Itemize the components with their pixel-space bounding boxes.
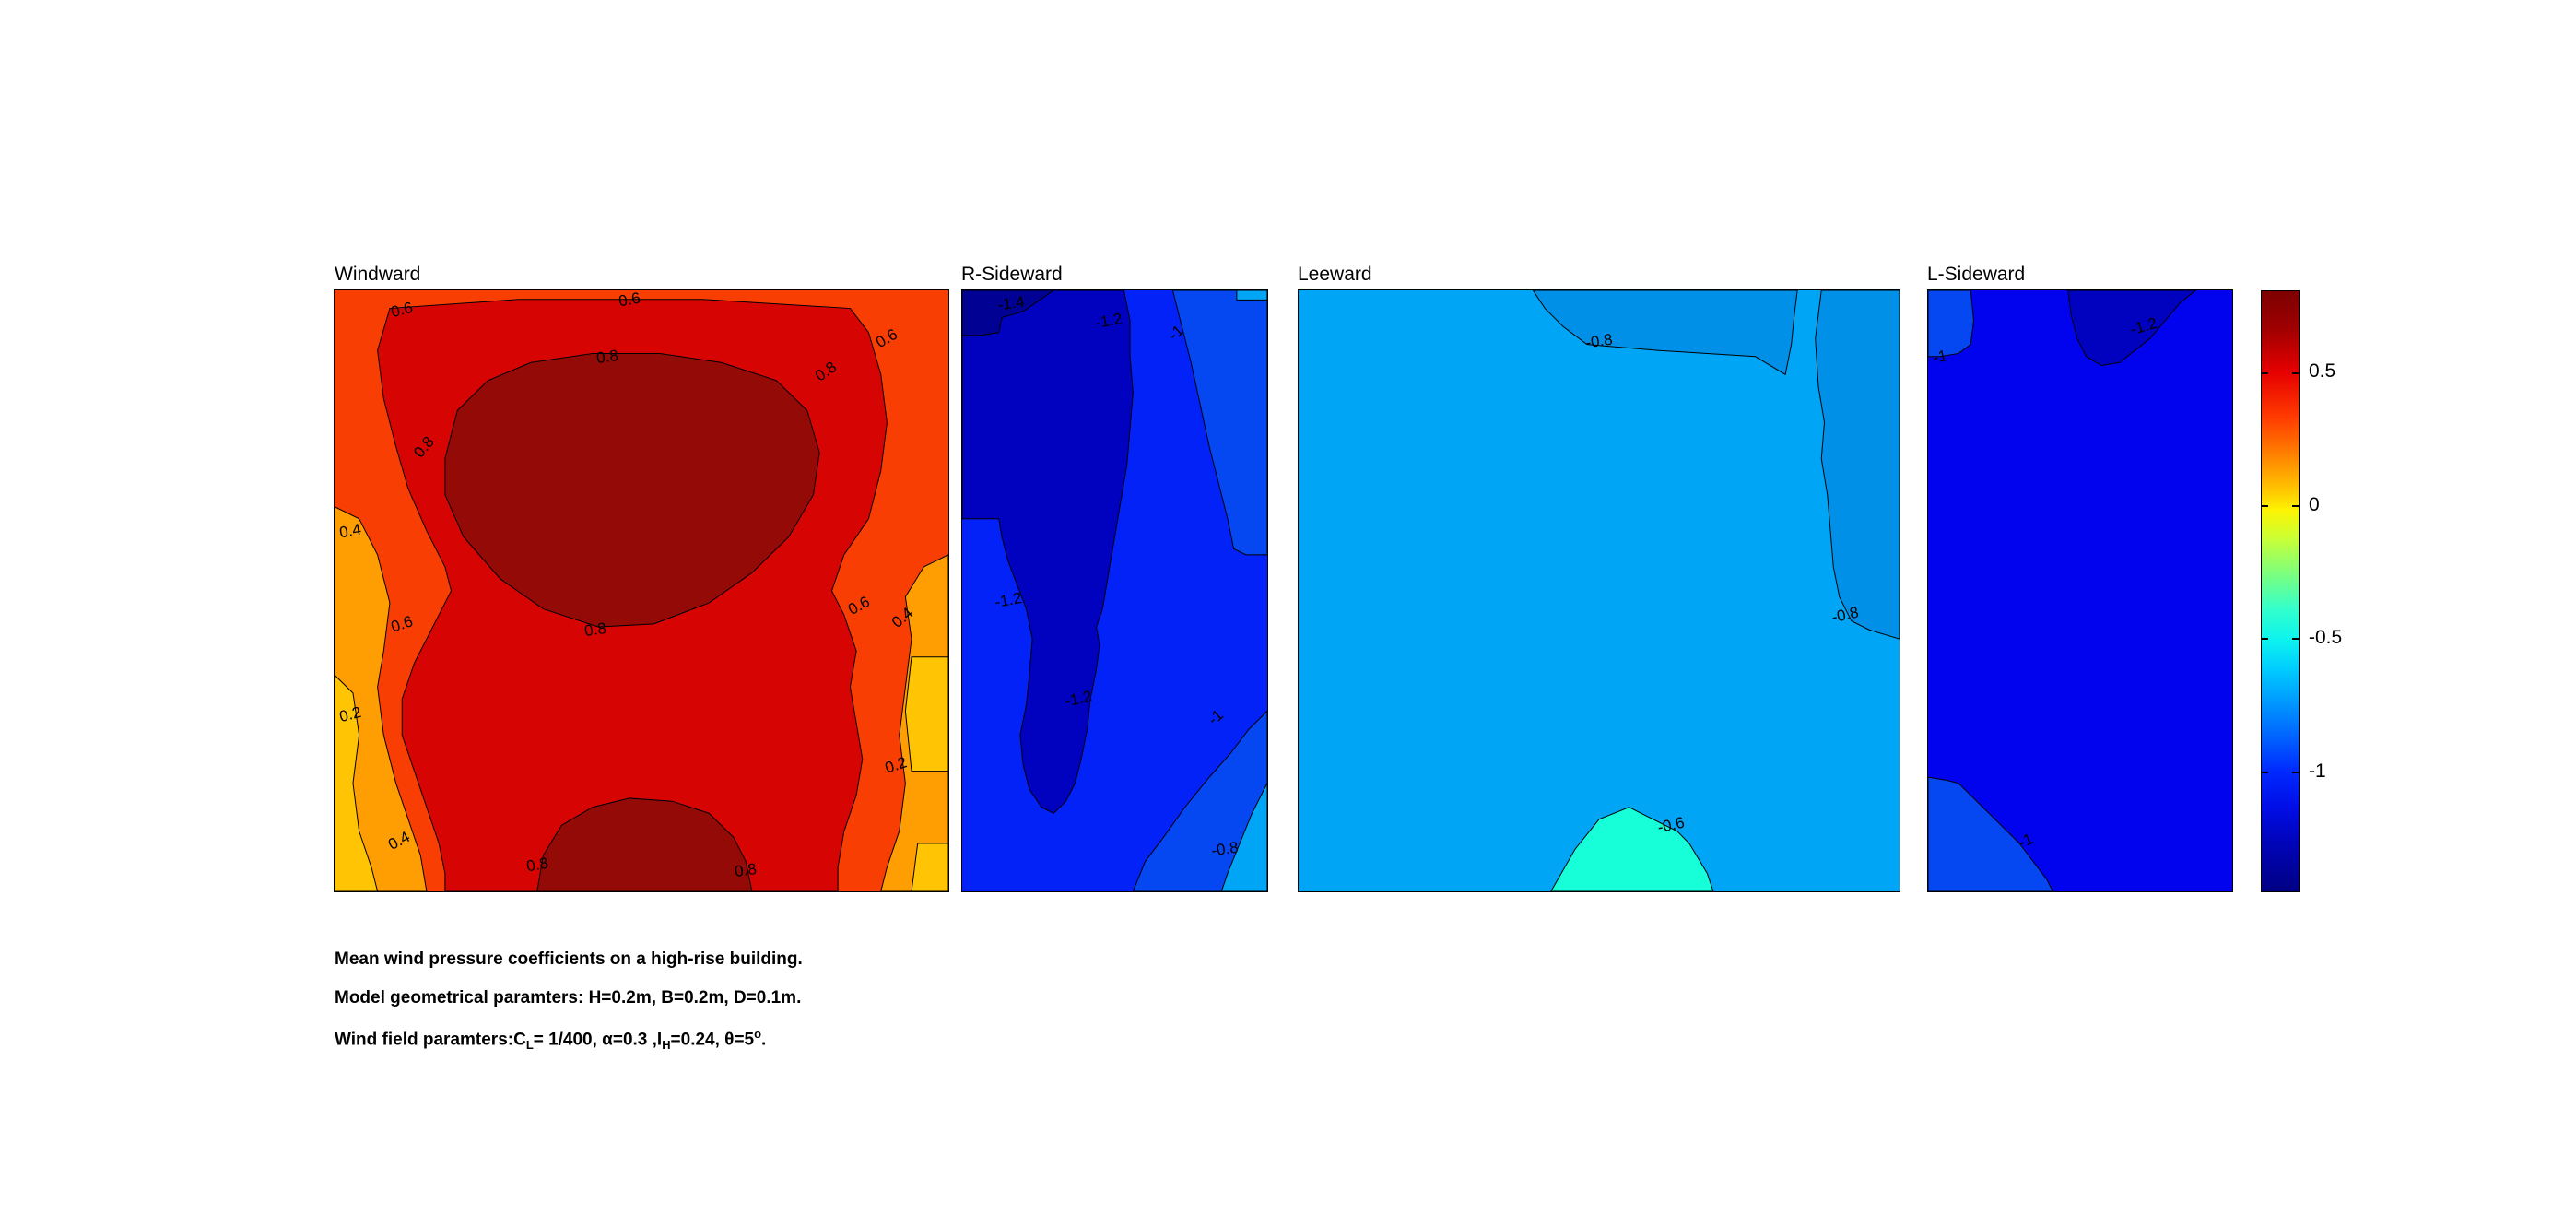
colorbar-tick-label: 0 (2309, 494, 2320, 515)
colorbar-tick-label: -1 (2309, 760, 2326, 782)
contour-label: -0.8 (1584, 330, 1614, 352)
leeward-contours (1299, 290, 1900, 891)
caption-3-text: . (761, 1030, 767, 1050)
contour-plot-windward: 0.6 0.6 0.6 0.8 0.8 0.8 0.4 0.6 0.8 0.6 … (334, 289, 949, 892)
caption-3-sup-o: o (754, 1027, 762, 1041)
contour-label: 0.8 (583, 619, 608, 641)
caption-3-text: =0.24, θ=5 (670, 1030, 755, 1050)
l-sideward-contours (1928, 290, 2232, 891)
colorbar-tick-mark (2262, 371, 2268, 374)
contour-label: 0.8 (734, 860, 759, 881)
colorbar-tick-label: 0.5 (2309, 360, 2336, 382)
caption-3-text: Wind field paramters:C (335, 1030, 526, 1050)
contour-label: 0.8 (595, 346, 620, 367)
contour-label: 0.2 (336, 702, 363, 725)
panel-title-leeward: Leeward (1298, 264, 1372, 285)
colorbar-tick-mark (2292, 505, 2299, 508)
contour-label: -0.8 (1209, 838, 1240, 860)
colorbar-tick-mark (2262, 505, 2268, 508)
contour-label: 0.8 (524, 854, 550, 876)
colorbar-tick-mark (2292, 638, 2299, 641)
colorbar-tick-mark (2292, 771, 2299, 773)
colorbar-tick-label: -0.5 (2309, 627, 2343, 648)
contour-label: -1.2 (1093, 309, 1123, 332)
caption-line-2: Model geometrical paramters: H=0.2m, B=0… (335, 988, 802, 1008)
windward-contours (335, 290, 948, 891)
caption-line-3: Wind field paramters:CL= 1/400, α=0.3 ,I… (335, 1027, 766, 1052)
caption-3-sub-l: L (525, 1038, 534, 1053)
contour-plot-l-sideward: -1 -1.2 -1 (1927, 289, 2233, 892)
contour-label: 0.4 (337, 520, 362, 542)
panel-title-l-sideward: L-Sideward (1927, 264, 2026, 285)
contour-plot-leeward: -0.8 -0.8 -0.6 (1298, 289, 1900, 892)
colorbar (2261, 290, 2300, 892)
panel-title-r-sideward: R-Sideward (961, 264, 1063, 285)
colorbar-tick-mark (2262, 638, 2268, 641)
colorbar-tick-mark (2292, 371, 2299, 374)
contour-label: 0.6 (617, 289, 641, 311)
caption-line-1: Mean wind pressure coefficients on a hig… (335, 949, 803, 969)
panel-title-windward: Windward (335, 264, 421, 285)
caption-3-text: = 1/400, α=0.3 ,I (533, 1030, 663, 1050)
contour-label: -1.4 (996, 292, 1026, 314)
caption-3-sub-h: H (662, 1038, 671, 1053)
colorbar-tick-mark (2262, 771, 2268, 773)
r-sideward-contours (962, 290, 1267, 891)
contour-plot-r-sideward: -1.4 -1.2 -1 -1.2 -1.2 -1 -0.8 (961, 289, 1268, 892)
contour-label: -1.2 (993, 588, 1023, 611)
